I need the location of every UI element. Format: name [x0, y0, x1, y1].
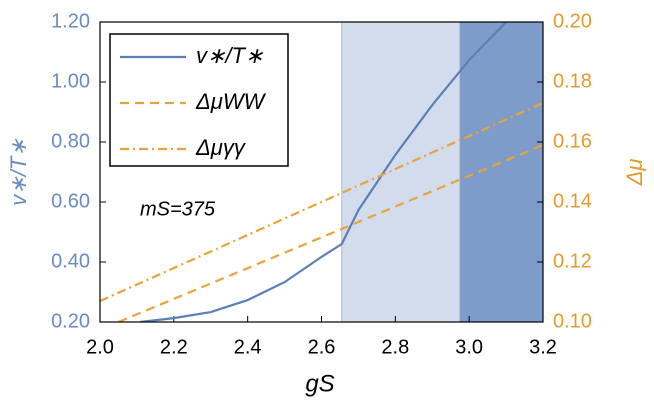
y-tick-label: 0.40: [51, 250, 90, 272]
y2-axis-label: Δμ: [622, 159, 647, 187]
x-tick-label: 2.6: [308, 336, 336, 358]
legend-label: ΔμWW: [195, 89, 267, 114]
shaded-region: [459, 21, 544, 323]
x-tick-label: 2.2: [160, 336, 188, 358]
series-line: [118, 143, 543, 322]
shaded-region: [341, 21, 461, 323]
x-tick-label: 3.0: [455, 336, 483, 358]
plot-frame: [99, 21, 544, 323]
y-tick-label: 0.60: [51, 190, 90, 212]
legend-label: Δμγγ: [195, 135, 247, 160]
x-tick-label: 3.2: [529, 336, 557, 358]
y-axis-label: v∗/T∗: [6, 138, 31, 206]
y2-tick-label: 0.20: [553, 10, 592, 32]
y2-tick-label: 0.16: [553, 130, 592, 152]
annotation: mS=375: [140, 198, 216, 220]
x-axis-label: gS: [305, 370, 334, 397]
x-tick-label: 2.4: [234, 336, 262, 358]
y2-tick-label: 0.12: [553, 250, 592, 272]
x-tick-label: 2.8: [381, 336, 409, 358]
x-tick-label: 2.0: [86, 336, 114, 358]
series-line: [139, 22, 507, 322]
y2-tick-label: 0.18: [553, 70, 592, 92]
y-tick-label: 0.80: [51, 130, 90, 152]
y2-tick-label: 0.14: [553, 190, 592, 212]
series-line: [100, 101, 543, 303]
y-tick-label: 1.00: [51, 70, 90, 92]
y-tick-label: 1.20: [51, 10, 90, 32]
y2-tick-label: 0.10: [553, 310, 592, 332]
y-tick-label: 0.20: [51, 310, 90, 332]
legend-label: v∗/T∗: [196, 43, 264, 68]
